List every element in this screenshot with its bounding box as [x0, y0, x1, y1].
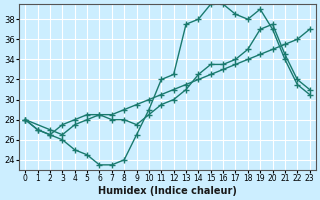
X-axis label: Humidex (Indice chaleur): Humidex (Indice chaleur) [98, 186, 237, 196]
